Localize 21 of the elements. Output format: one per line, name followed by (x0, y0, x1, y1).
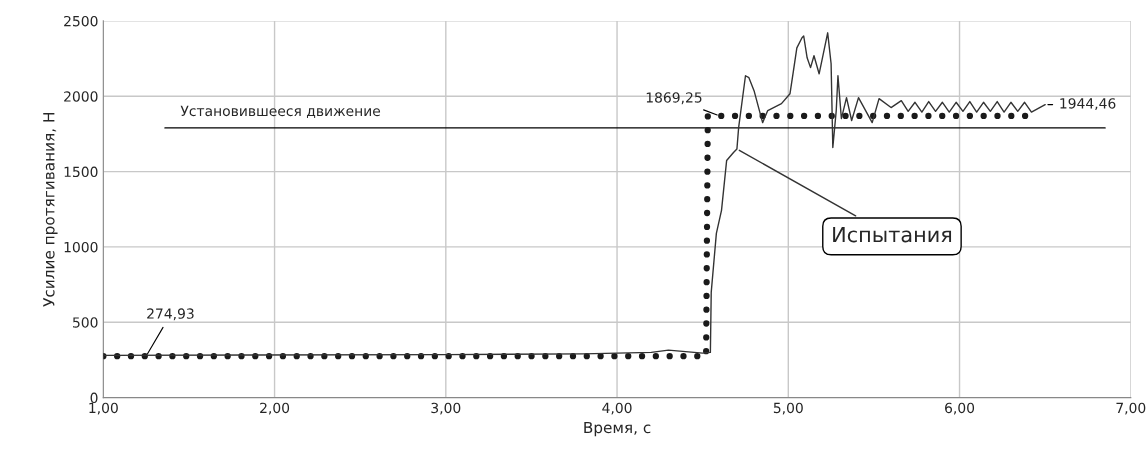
y-tick-label: 0 (90, 392, 98, 404)
x-tick-label: 6,00 (945, 402, 975, 415)
y-tick-label: 2500 (64, 15, 98, 27)
annotation: 1944,46 (1060, 98, 1116, 111)
y-axis-title: Усилие протягивания, Н (43, 113, 58, 307)
x-tick-label: 2,00 (260, 402, 290, 415)
x-axis-title: Время, с (584, 421, 651, 437)
annotation: 274,93 (147, 308, 194, 321)
x-tick-label: 1,00 (89, 402, 118, 415)
y-tick-label: 2000 (64, 91, 98, 102)
annotation: 1869,25 (646, 92, 702, 105)
y-tick-label: 1000 (64, 241, 98, 253)
y-tick-label: 1500 (64, 166, 98, 178)
x-tick-label: 5,00 (773, 402, 803, 415)
y-tick-label: 500 (73, 317, 98, 328)
x-tick-label: 4,00 (602, 402, 632, 415)
line-series (103, 32, 1046, 357)
x-tick-label: 7,00 (1116, 402, 1146, 415)
x-tick-label: 3,00 (431, 402, 461, 415)
text: Испытания (833, 226, 952, 243)
ref-line-label: Установившееся движение (180, 105, 381, 118)
